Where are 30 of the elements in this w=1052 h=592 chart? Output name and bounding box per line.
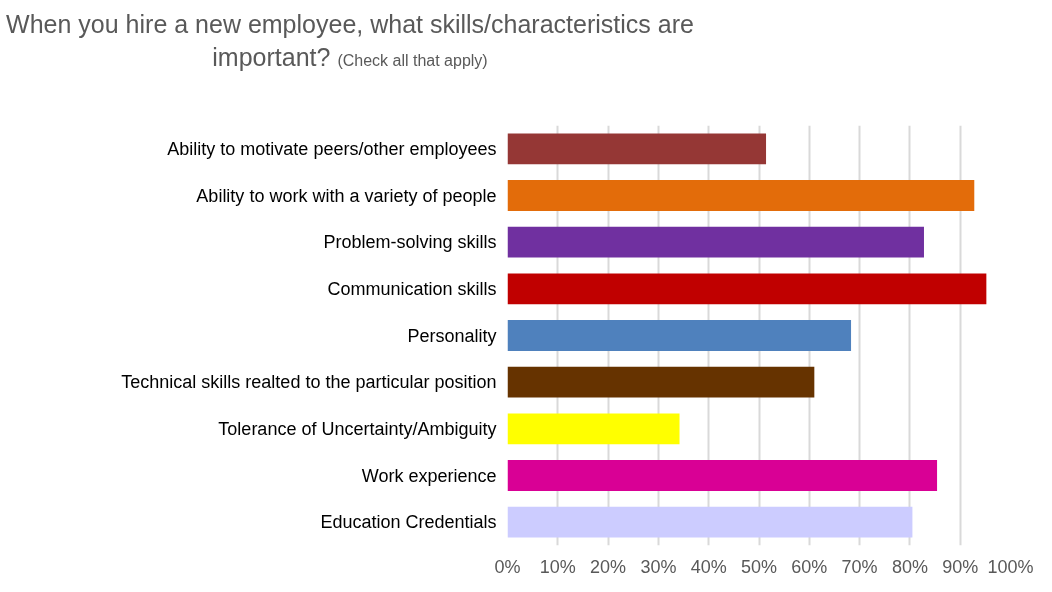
y-tick-label: Problem-solving skills (323, 232, 497, 253)
x-tick-label: 60% (791, 556, 828, 577)
bar (507, 180, 975, 211)
y-tick-label: Work experience (361, 465, 497, 486)
x-tick-label: 100% (987, 556, 1034, 577)
bar (507, 133, 767, 165)
y-tick-label: Technical skills realted to the particular position (121, 372, 497, 393)
y-tick-label: Tolerance of Uncertainty/Ambiguity (218, 418, 497, 439)
x-tick-label: 0% (494, 556, 521, 577)
bar (507, 366, 815, 398)
bar (507, 273, 987, 305)
chart-subtitle: (Check all that apply) (337, 51, 488, 69)
bar (507, 226, 924, 258)
x-tick-label: 50% (740, 556, 778, 577)
y-tick-label: Communication skills (327, 278, 497, 299)
x-tick-label: 80% (891, 556, 928, 577)
x-tick-label: 70% (841, 556, 878, 577)
x-tick-label: 10% (539, 556, 576, 577)
y-tick-label: Education Credentials (320, 512, 497, 533)
y-tick-label: Ability to work with a variety of people (196, 185, 497, 206)
bar (507, 506, 913, 538)
bar (507, 413, 680, 445)
bar (507, 460, 938, 491)
x-tick-label: 30% (640, 556, 677, 577)
y-tick-label: Personality (407, 325, 497, 346)
y-tick-label: Ability to motivate peers/other employees (167, 138, 497, 159)
x-tick-label: 90% (942, 556, 979, 577)
bar (507, 320, 852, 351)
x-tick-label: 40% (690, 556, 727, 577)
x-tick-label: 20% (590, 556, 627, 577)
